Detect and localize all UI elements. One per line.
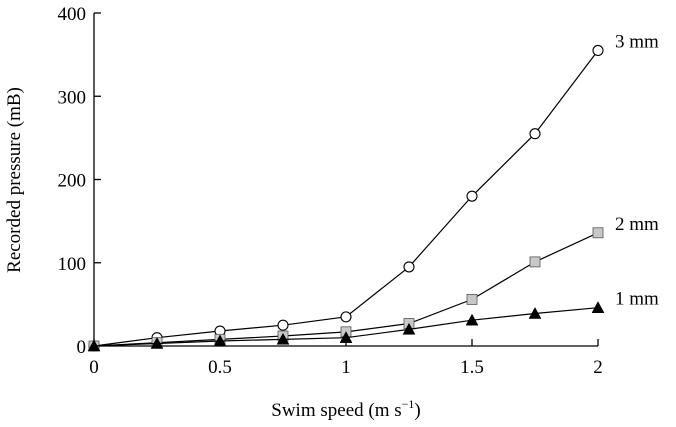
y-tick-label: 400 [58,4,87,25]
series-labels: 3 mm 2 mm 1 mm [615,31,659,309]
x-axis-ticks: 0 0.5 1 1.5 2 [89,339,603,378]
x-tick-label: 0.5 [208,357,232,378]
series-group [87,44,605,352]
data-point-circle [592,44,604,57]
y-tick-label: 100 [58,254,87,275]
data-point-triangle [465,313,479,326]
y-tick-label: 200 [58,171,87,192]
data-point-triangle [150,336,164,349]
x-axis-title-close: ) [414,400,420,421]
data-point-circle [277,319,289,331]
series-label-3-mm: 3 mm [615,31,659,52]
data-point-square [529,256,541,268]
data-point-triangle [87,339,101,352]
data-point-triangle [591,301,605,313]
series-3-mm [88,44,604,352]
data-point-triangle [528,307,542,319]
plot-area: 0 100 200 300 400 0 0.5 1 1.5 2 3 mm 2 mm 1 mm [58,4,660,378]
y-axis-ticks: 0 100 200 300 400 [58,4,101,358]
data-point-triangle [402,322,416,335]
y-tick-label: 0 [77,337,87,358]
data-point-triangle [213,334,227,347]
x-tick-label: 2 [593,357,603,378]
y-tick-label: 300 [58,87,87,108]
data-point-triangle [339,331,353,343]
data-point-circle [466,190,478,202]
series-line-3-mm [93,50,599,347]
data-point-circle [340,311,352,323]
x-tick-label: 0 [89,357,99,378]
x-axis-title-main: Swim speed (m s [271,400,401,421]
x-tick-label: 1 [341,357,351,378]
series-label-2-mm: 2 mm [615,214,659,235]
x-axis-title-superscript: −1 [402,397,415,411]
data-point-square [466,293,478,305]
data-point-triangle [276,332,290,345]
series-1-mm [87,301,605,352]
data-point-circle [529,128,541,140]
series-label-1-mm: 1 mm [615,289,659,310]
x-tick-label: 1.5 [460,357,484,378]
data-point-circle [403,261,415,273]
y-axis-title: Recorded pressure (mB) [4,87,25,273]
x-axis-title: Swim speed (m s−1) [271,397,420,421]
data-point-square [592,227,604,239]
